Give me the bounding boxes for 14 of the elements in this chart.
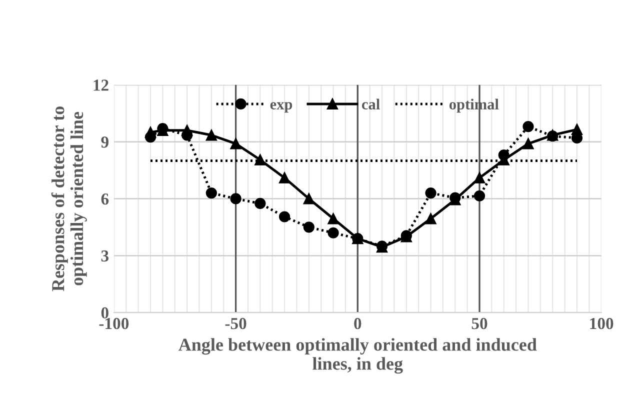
x-tick-label: -50: [225, 318, 246, 330]
x-axis-title: Angle between optimally oriented and induced lines, in deg: [178, 338, 537, 374]
y-tick-label: 12: [94, 80, 108, 91]
x-tick-label: 100: [590, 318, 614, 330]
y-tick-label: 3: [101, 250, 109, 262]
x-tick-label: 50: [472, 318, 488, 330]
y-tick-label: 0: [101, 307, 108, 319]
legend-label: exp: [270, 102, 292, 113]
y-tick-label: 6: [101, 193, 109, 205]
x-tick-label: 0: [354, 318, 362, 330]
legend-label: cal: [362, 98, 380, 110]
y-axis-title: Responses of detector to optimally oriented line: [51, 106, 87, 292]
x-tick-label: -100: [99, 318, 129, 330]
y-tick-label: 9: [101, 136, 108, 148]
